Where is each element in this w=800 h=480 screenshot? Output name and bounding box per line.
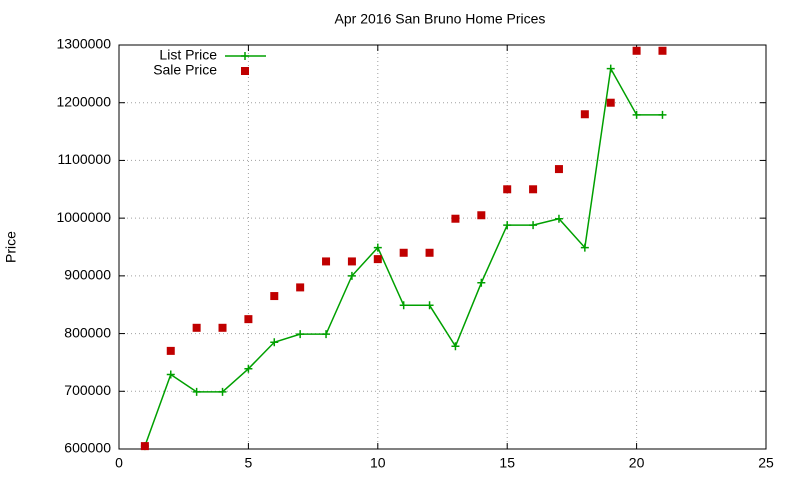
data-point [606, 98, 615, 107]
data-point [580, 110, 589, 119]
data-point [373, 255, 382, 264]
data-point [140, 442, 149, 451]
data-point [244, 315, 253, 324]
chart-title: Apr 2016 San Bruno Home Prices [335, 11, 546, 27]
data-point [632, 46, 641, 55]
y-tick-label: 900000 [64, 267, 111, 283]
data-point [244, 364, 253, 373]
data-point [529, 185, 538, 194]
data-point [503, 221, 512, 230]
data-point [658, 110, 667, 119]
x-tick-label: 10 [370, 455, 386, 471]
x-tick-label: 20 [629, 455, 645, 471]
data-point [166, 370, 175, 379]
x-tick-label: 0 [115, 455, 123, 471]
y-tick-label: 1100000 [58, 151, 112, 167]
y-tick-label: 700000 [64, 382, 111, 398]
data-point [218, 323, 227, 332]
y-axis-label: Price [3, 231, 19, 263]
data-point [477, 211, 486, 220]
data-point [503, 185, 512, 194]
data-point [399, 248, 408, 257]
data-point [322, 330, 331, 339]
x-tick-label: 15 [499, 455, 515, 471]
data-point [270, 292, 279, 301]
data-point [192, 387, 201, 396]
data-point [451, 214, 460, 223]
data-point [554, 214, 563, 223]
data-point [347, 271, 356, 280]
data-point [218, 387, 227, 396]
legend-label: Sale Price [153, 62, 217, 78]
data-point [296, 283, 305, 292]
data-point [166, 346, 175, 355]
data-point [347, 257, 356, 266]
legend-swatch [241, 52, 249, 60]
data-point [658, 46, 667, 55]
x-tick-label: 25 [758, 455, 774, 471]
y-tick-label: 800000 [64, 324, 111, 340]
y-tick-label: 600000 [64, 440, 111, 456]
data-point [373, 243, 382, 252]
data-point [632, 110, 641, 119]
y-tick-label: 1300000 [56, 36, 111, 52]
data-point [451, 342, 460, 351]
legend-label: List Price [159, 47, 217, 63]
y-tick-label: 1200000 [56, 93, 111, 109]
data-point [425, 301, 434, 310]
data-point [529, 221, 538, 230]
data-point [270, 338, 279, 347]
data-point [477, 278, 486, 287]
legend-swatch [241, 67, 249, 75]
data-point [606, 64, 615, 73]
data-point [425, 248, 434, 257]
plot-frame [118, 44, 767, 450]
data-point [192, 323, 201, 332]
data-point [580, 243, 589, 252]
data-point [296, 330, 305, 339]
data-point [322, 257, 331, 266]
x-tick-label: 5 [245, 455, 253, 471]
data-point [554, 165, 563, 174]
data-point [399, 301, 408, 310]
y-tick-label: 1000000 [56, 209, 111, 225]
